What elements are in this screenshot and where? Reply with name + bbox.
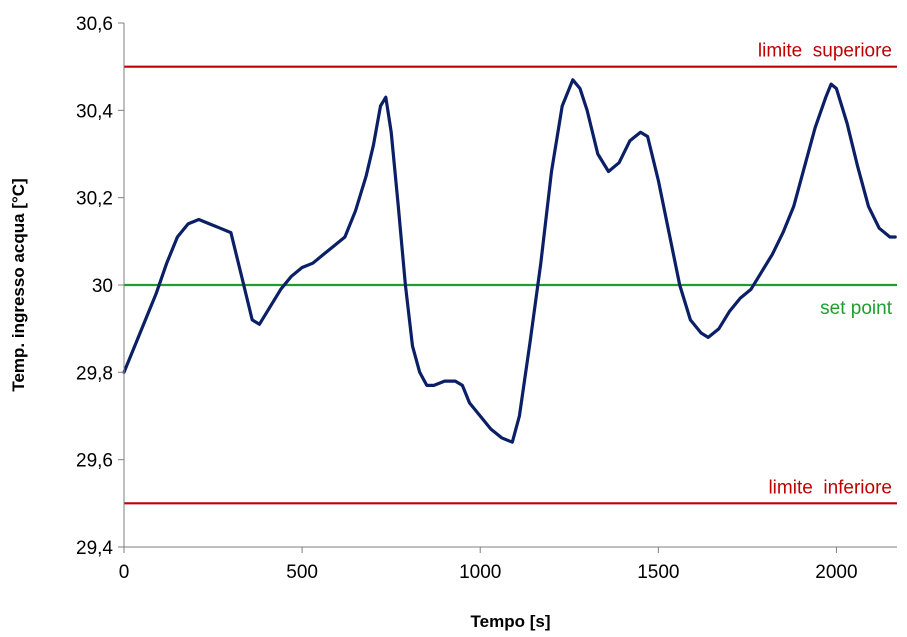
temperature-series-line <box>122 78 897 444</box>
reference-lines <box>124 65 897 505</box>
reference-line-label: limite superiore <box>758 41 892 62</box>
y-tick-label: 30,4 <box>76 101 113 122</box>
x-tick-label: 500 <box>286 562 318 583</box>
y-tick-label: 29,8 <box>76 363 113 384</box>
x-tick-label: 1000 <box>459 562 501 583</box>
reference-line-labels: limite superiore set point limite inferior… <box>758 41 893 499</box>
x-tick-label: 1500 <box>637 562 679 583</box>
reference-line-label: limite inferiore <box>768 477 892 498</box>
y-axis-ticks: 29,4 29,6 29,8 30 30,2 30,4 30,6 <box>76 14 124 559</box>
x-axis-title: Tempo [s] <box>471 612 551 631</box>
y-tick-label: 30,6 <box>76 14 113 35</box>
x-axis-ticks: 0 500 1000 1500 2000 <box>119 547 858 583</box>
y-tick-label: 30 <box>92 276 113 297</box>
x-tick-label: 2000 <box>815 562 857 583</box>
y-tick-label: 29,6 <box>76 451 113 472</box>
x-tick-label: 0 <box>119 562 130 583</box>
y-tick-label: 30,2 <box>76 189 113 210</box>
y-axis-title: Temp. ingresso acqua [°C] <box>9 178 28 391</box>
y-tick-label: 29,4 <box>76 538 113 559</box>
reference-line-label: set point <box>820 298 893 319</box>
